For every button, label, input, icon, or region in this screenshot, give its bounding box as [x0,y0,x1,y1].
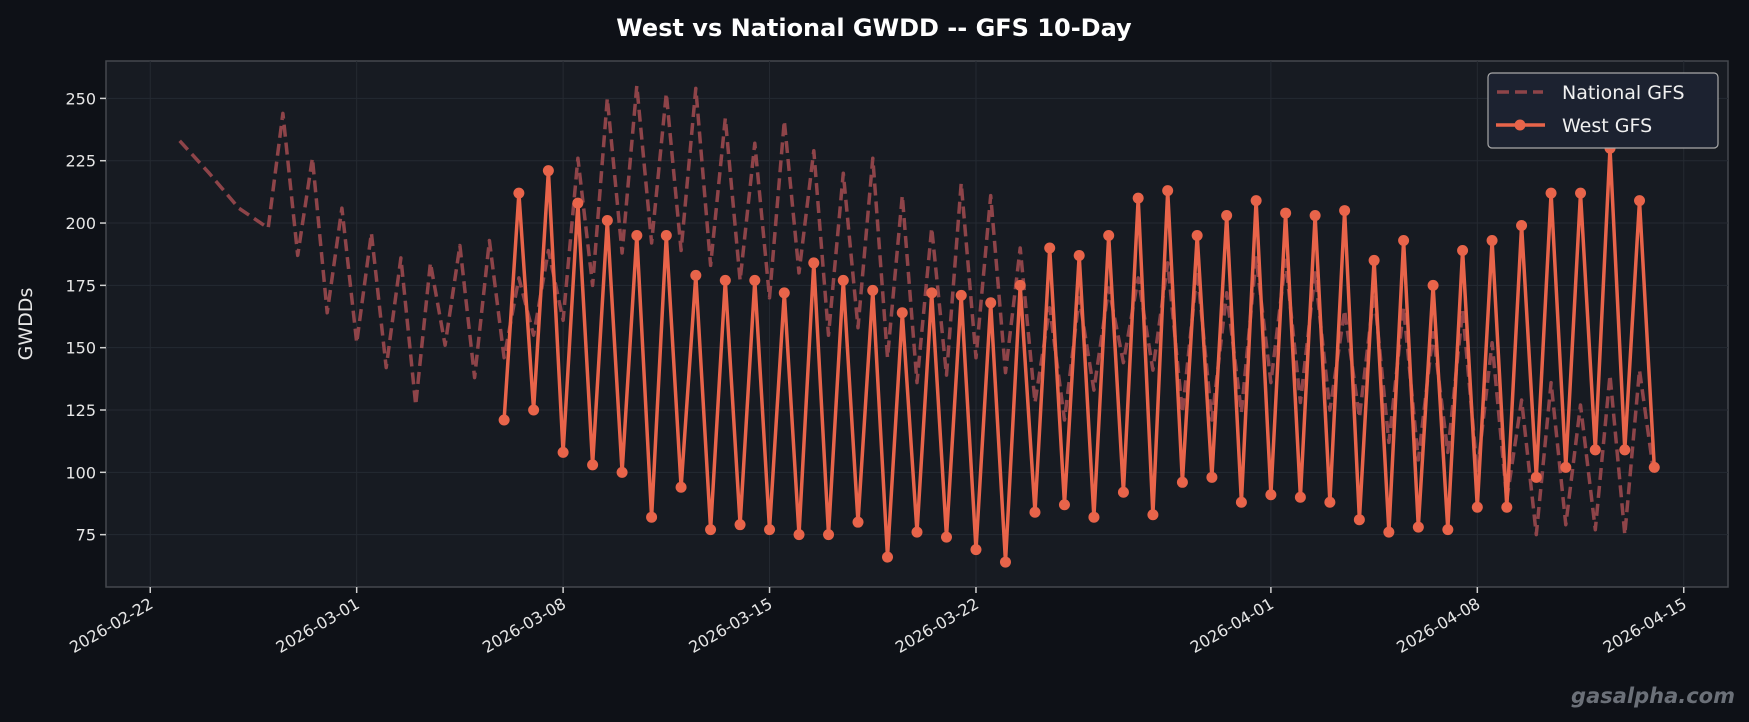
west-gfs-point [675,481,687,493]
west-gfs-point [882,551,894,563]
west-gfs-point [528,404,540,416]
west-gfs-point [1324,496,1336,508]
west-gfs-point [1516,220,1528,232]
west-gfs-point [1339,205,1351,217]
west-gfs-point [1073,249,1085,261]
y-tick-label: 250 [65,89,96,108]
west-gfs-point [1235,496,1247,508]
west-gfs-point [1471,501,1483,513]
west-gfs-point [764,524,776,536]
west-gfs-point [867,284,879,296]
west-gfs-point [513,187,525,199]
west-gfs-point [646,511,658,523]
west-gfs-point [1280,207,1292,219]
y-tick-label: 125 [65,401,96,420]
west-gfs-point [1206,471,1218,483]
west-gfs-point [970,544,982,556]
west-gfs-point [749,274,761,286]
west-gfs-point [808,257,820,269]
west-gfs-point [1147,509,1159,521]
west-gfs-point [1117,486,1129,498]
west-gfs-point [1162,185,1174,197]
west-gfs-point [1029,506,1041,518]
west-gfs-point [793,529,805,541]
west-gfs-point [705,524,717,536]
west-gfs-point [1412,521,1424,533]
west-gfs-point [542,165,554,177]
west-gfs-point [1457,244,1469,256]
west-gfs-point [955,289,967,301]
west-gfs-point [1486,234,1498,246]
west-gfs-point [1353,514,1365,526]
west-gfs-point [1044,242,1056,254]
west-gfs-point [896,307,908,319]
west-gfs-point [985,297,997,309]
legend-national-label: National GFS [1562,82,1685,104]
west-gfs-point [1250,195,1262,207]
west-gfs-point [1294,491,1306,503]
legend-west-marker [1514,119,1526,131]
west-gfs-point [940,531,952,543]
legend: National GFS West GFS [1487,72,1719,149]
west-gfs-point [1589,444,1601,456]
y-tick-label: 75 [76,526,96,545]
west-gfs-point [734,519,746,531]
series-layer [178,84,1660,568]
west-gfs-point [1442,524,1454,536]
west-gfs-point [1648,461,1660,473]
watermark: gasalpha.com [1571,684,1735,708]
y-tick-label: 175 [65,276,96,295]
chart-title: West vs National GWDD -- GFS 10-Day [616,14,1132,42]
west-gfs-point [1265,489,1277,501]
west-gfs-point [616,466,628,478]
west-gfs-point [587,459,599,471]
west-gfs-point [999,556,1011,568]
west-gfs-point [557,446,569,458]
west-gfs-point [498,414,510,426]
west-gfs-point [1427,279,1439,291]
west-gfs-point [1383,526,1395,538]
west-gfs-point [572,197,584,209]
west-gfs-point [911,526,923,538]
west-gfs-point [601,215,613,227]
y-axis-label: GWDDs [15,288,37,361]
west-gfs-point [1014,279,1026,291]
west-gfs-point [837,274,849,286]
west-gfs-point [1545,187,1557,199]
west-gfs-point [1368,254,1380,266]
y-tick-label: 225 [65,152,96,171]
west-gfs-point [719,274,731,286]
west-gfs-point [1088,511,1100,523]
west-gfs-point [690,269,702,281]
west-gfs-point [926,287,938,299]
west-gfs-point [1619,444,1631,456]
y-tick-label: 100 [65,463,96,482]
west-gfs-point [823,529,835,541]
west-gfs-point [852,516,864,528]
legend-west-label: West GFS [1562,115,1652,137]
west-gfs-point [1103,230,1115,242]
y-tick-label: 150 [65,339,96,358]
west-gfs-point [631,230,643,242]
west-gfs-point [778,287,790,299]
west-gfs-point [1176,476,1188,488]
west-gfs-point [1530,471,1542,483]
y-tick-label: 200 [65,214,96,233]
west-gfs-point [1398,234,1410,246]
west-gfs-point [1575,187,1587,199]
west-gfs-point [660,230,672,242]
west-gfs-point [1560,461,1572,473]
national-gfs-line [178,84,1657,537]
west-gfs-point [1058,499,1070,511]
west-gfs-point [1221,210,1233,222]
west-gfs-point [1309,210,1321,222]
legend-box [1487,72,1719,149]
west-gfs-point [1132,192,1144,204]
west-gfs-point [1191,230,1203,242]
west-gfs-point [1501,501,1513,513]
west-gfs-point [1634,195,1646,207]
